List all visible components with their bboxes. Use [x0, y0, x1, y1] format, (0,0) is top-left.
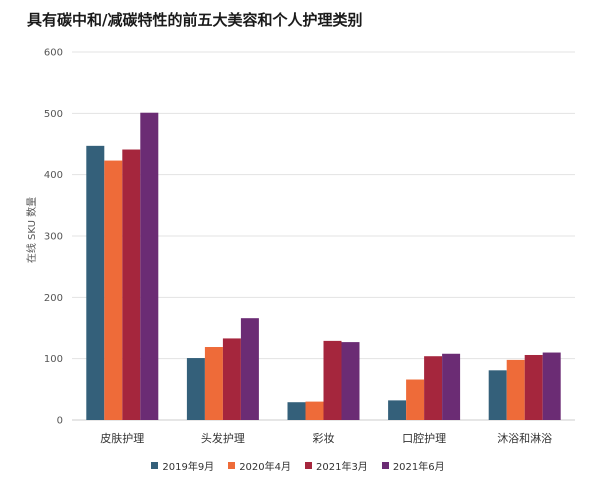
bar	[204, 347, 223, 420]
bar	[542, 352, 561, 420]
bar	[506, 359, 525, 420]
y-tick-label: 500	[44, 109, 63, 120]
x-tick-label: 沐浴和淋浴	[497, 432, 552, 445]
legend: 2019年9月 2020年4月 2021年3月 2021年6月	[0, 458, 596, 473]
x-axis: 皮肤护理 头发护理 彩妆 口腔护理 沐浴和淋浴	[100, 431, 552, 445]
bar	[186, 358, 205, 420]
legend-label: 2021年3月	[316, 462, 368, 473]
bar	[104, 160, 123, 420]
y-tick-label: 600	[44, 48, 63, 59]
bars-layer	[86, 112, 561, 420]
bar	[406, 379, 425, 420]
y-axis: 0 100 200 300 400 500 600	[44, 48, 63, 427]
legend-item: 2020年4月	[228, 458, 291, 473]
bar	[488, 370, 507, 420]
legend-swatch	[228, 462, 236, 469]
legend-swatch	[381, 462, 389, 469]
y-tick-label: 0	[57, 416, 63, 427]
legend-swatch	[305, 462, 312, 469]
y-tick-label: 200	[44, 293, 63, 304]
bar	[442, 353, 461, 420]
x-tick-label: 彩妆	[313, 432, 335, 445]
y-axis-title: 在线 SKU 数量	[25, 197, 38, 263]
bar	[86, 145, 105, 420]
legend-label: 2020年4月	[239, 462, 291, 473]
bar	[122, 149, 141, 420]
legend-label: 2021年6月	[392, 462, 445, 473]
bar	[388, 400, 407, 420]
legend-swatch	[151, 462, 159, 469]
bar	[240, 318, 259, 420]
bar	[524, 354, 543, 420]
x-tick-label: 头发护理	[201, 431, 245, 445]
bar	[323, 340, 342, 420]
y-tick-label: 400	[44, 170, 63, 181]
bar	[424, 356, 443, 420]
x-tick-label: 皮肤护理	[100, 431, 144, 445]
bar	[287, 402, 306, 420]
legend-item: 2021年6月	[381, 458, 445, 473]
bar	[341, 342, 360, 420]
legend-item: 2021年3月	[305, 458, 368, 473]
y-tick-label: 300	[44, 232, 63, 243]
legend-item: 2019年9月	[151, 458, 214, 473]
legend-label: 2019年9月	[162, 462, 215, 473]
x-tick-label: 口腔护理	[402, 431, 446, 445]
chart-title: 具有碳中和/减碳特性的前五大美容和个人护理类别	[27, 11, 363, 29]
bar	[305, 401, 324, 420]
bar	[140, 112, 159, 420]
bar	[222, 338, 241, 420]
y-tick-label: 100	[44, 354, 63, 365]
